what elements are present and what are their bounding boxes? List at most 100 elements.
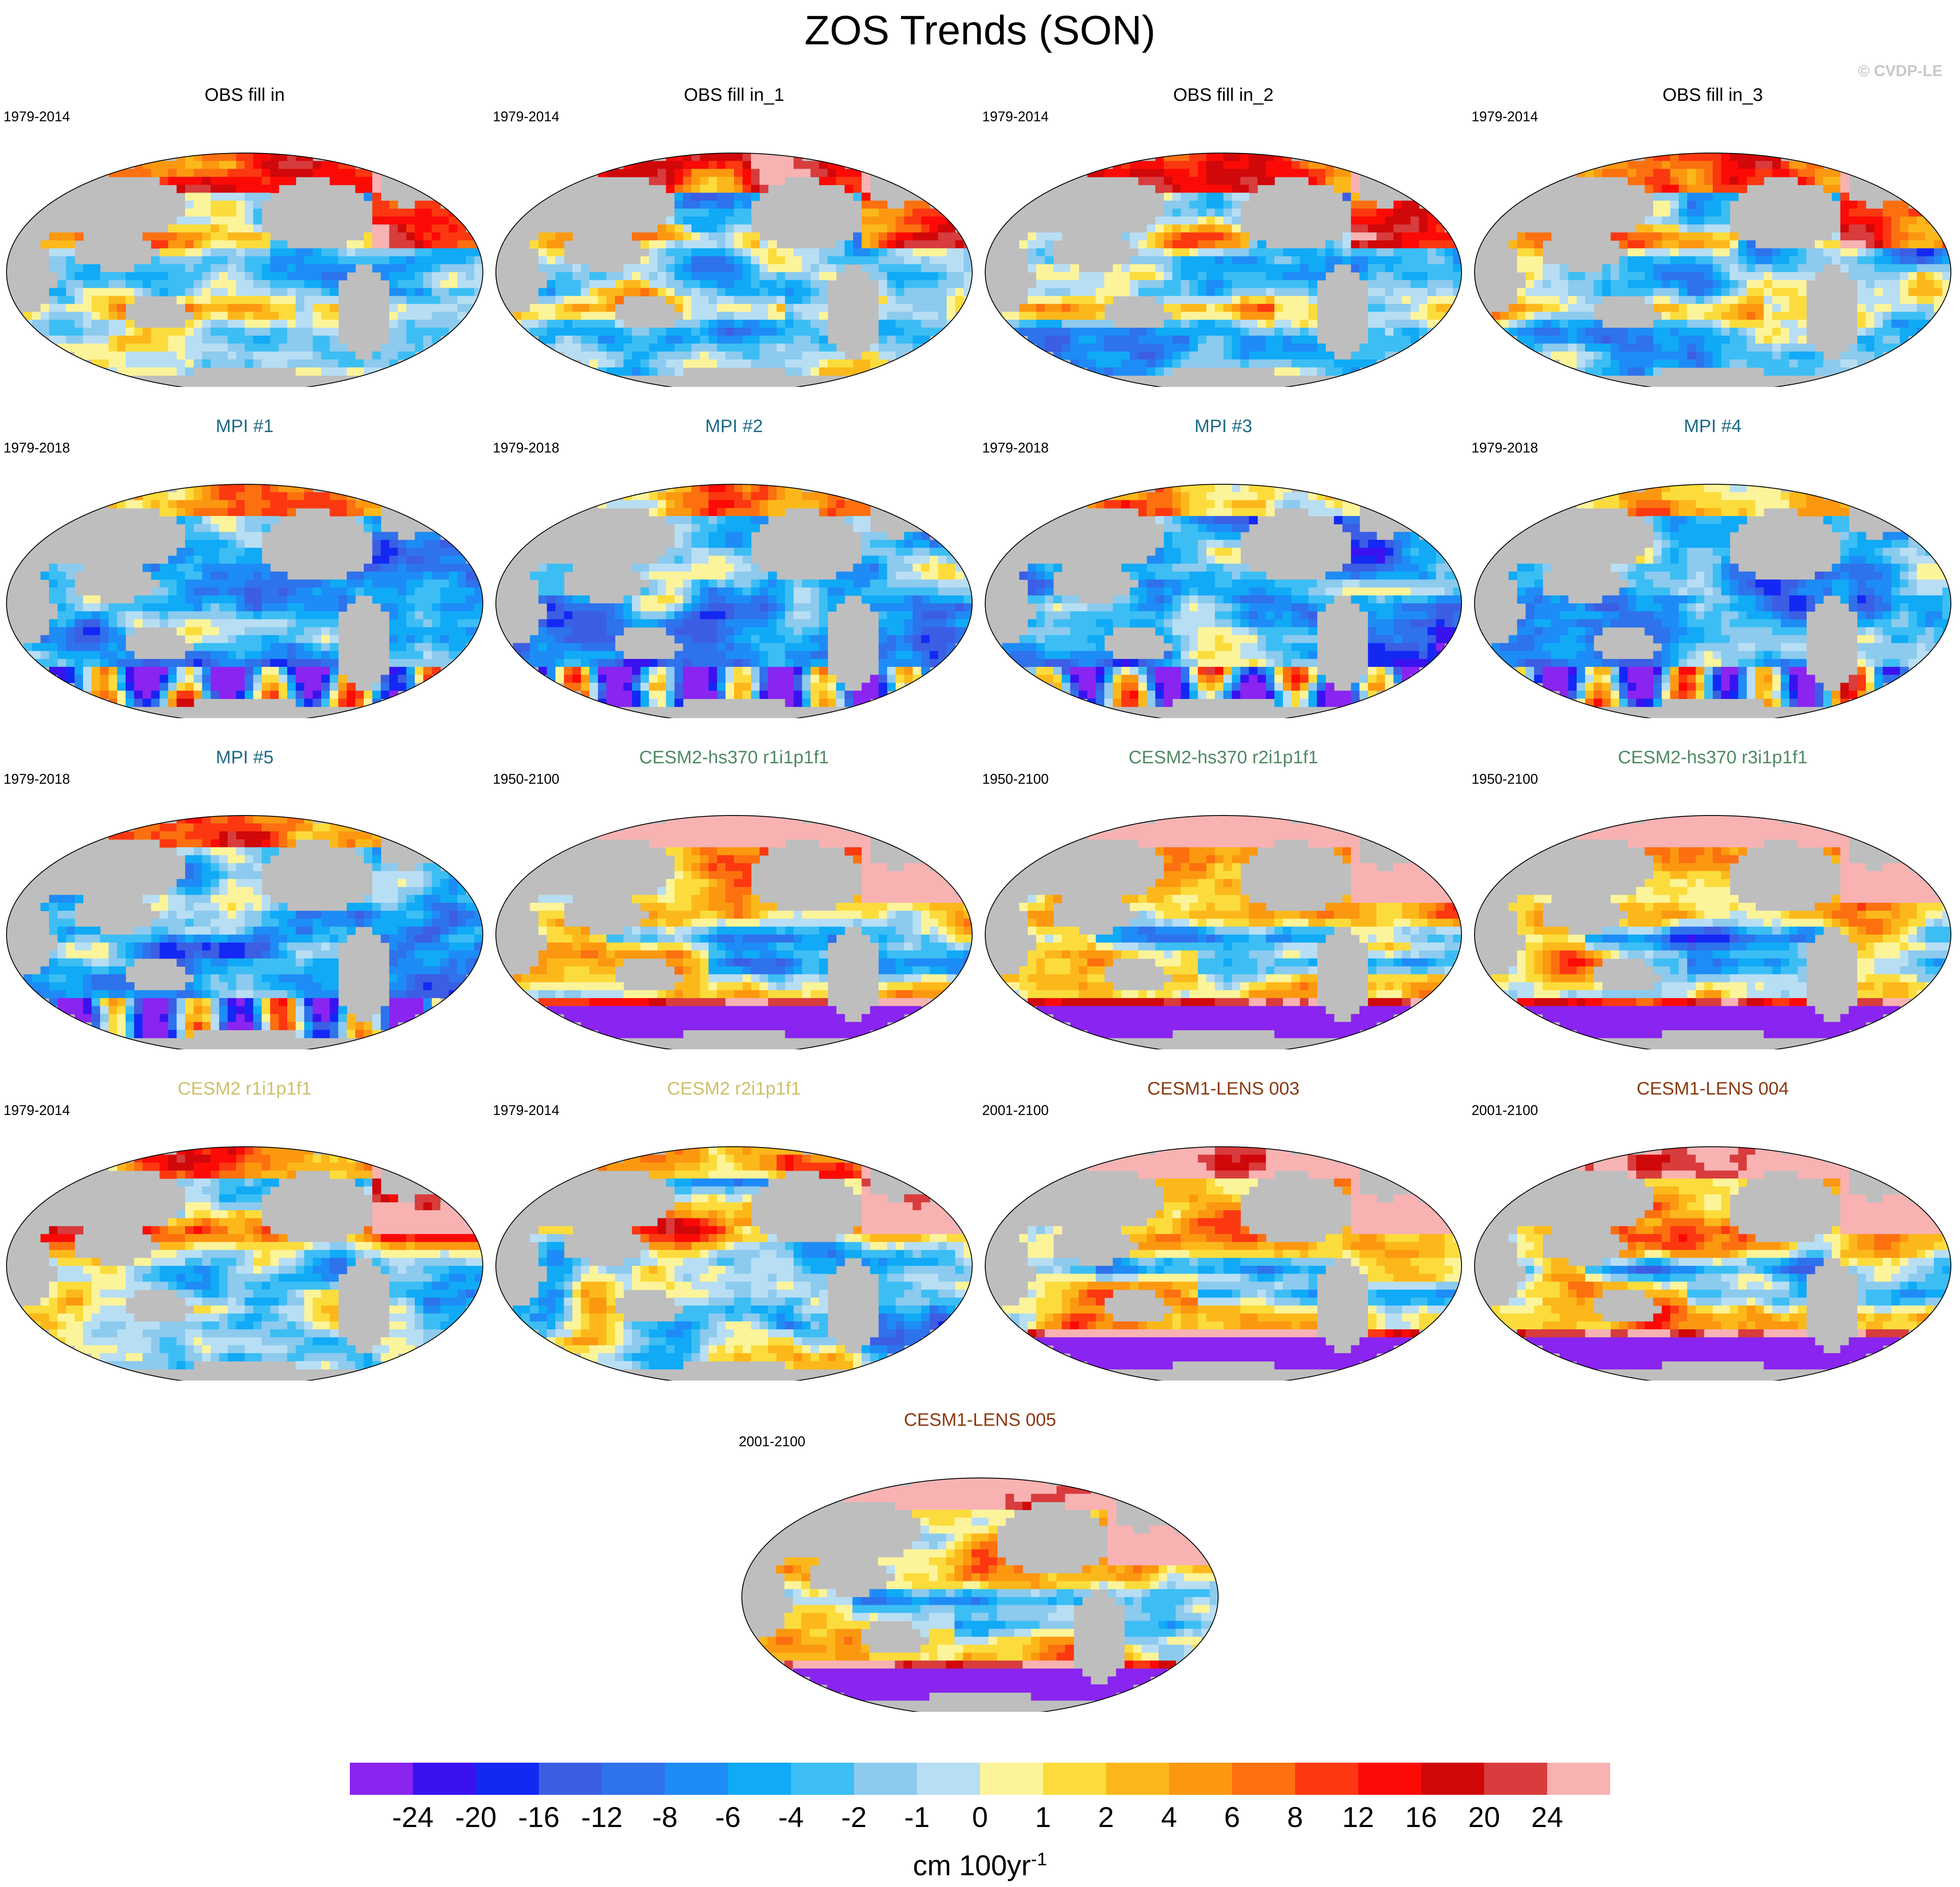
map-panel: CESM2 r2i1p1f1 1979-2014 — [489, 1076, 979, 1381]
panel-title: CESM1-LENS 003 — [1147, 1078, 1300, 1098]
colorbar-tick-label: -6 — [715, 1801, 741, 1833]
map-outline — [985, 1146, 1462, 1381]
map-outline — [985, 484, 1462, 718]
panel-period: 2001-2100 — [982, 1102, 1049, 1118]
panel-title: OBS fill in — [204, 84, 285, 105]
panel-period: 1979-2018 — [3, 771, 70, 787]
panel-period: 1950-2100 — [982, 771, 1049, 787]
map-panel: MPI #4 1979-2018 — [1468, 414, 1957, 718]
panel-period: 1979-2014 — [3, 109, 70, 124]
panel-title: MPI #5 — [216, 747, 274, 767]
map-outline — [1474, 1146, 1951, 1381]
panel-title: CESM2 r2i1p1f1 — [667, 1078, 801, 1098]
map-panel: MPI #2 1979-2018 — [489, 414, 979, 718]
colorbar-tick-label: 1 — [1035, 1801, 1051, 1833]
colorbar-tick-label: 0 — [972, 1801, 988, 1833]
trend-map — [1474, 153, 1951, 387]
colorbar-box — [1421, 1763, 1485, 1795]
map-panel: CESM1-LENS 003 2001-2100 — [979, 1076, 1468, 1381]
map-panel: OBS fill in_1 1979-2014 — [489, 83, 979, 387]
map-outline — [1474, 484, 1951, 718]
colorbar-box — [665, 1763, 728, 1795]
map-panel: CESM1-LENS 005 2001-2100 — [735, 1408, 1225, 1712]
colorbar-tick-label: 12 — [1342, 1801, 1374, 1833]
panel-period: 1950-2100 — [1472, 771, 1538, 787]
map-outline — [495, 1146, 973, 1381]
ocean-field — [7, 1147, 483, 1381]
colorbar-tick-label: -1 — [904, 1801, 930, 1833]
trend-map — [6, 153, 483, 387]
trend-map — [985, 153, 1462, 387]
panel-period: 1979-2014 — [493, 109, 560, 124]
trend-map — [6, 1146, 483, 1381]
map-panel: CESM1-LENS 004 2001-2100 — [1468, 1076, 1957, 1381]
colorbar-tick-label: 8 — [1287, 1801, 1303, 1833]
panel-period: 1979-2018 — [493, 440, 560, 456]
colorbar-box — [539, 1763, 602, 1795]
ocean-field — [7, 153, 483, 387]
map-outline — [6, 815, 483, 1049]
ocean-field — [1475, 1147, 1951, 1381]
colorbar-box — [791, 1763, 854, 1795]
colorbar-box — [1484, 1763, 1548, 1795]
colorbar-box — [917, 1763, 980, 1795]
panel-period: 2001-2100 — [1472, 1102, 1538, 1118]
colorbar-box — [854, 1763, 917, 1795]
trend-map — [6, 484, 483, 718]
colorbar-tick-label: -4 — [778, 1801, 804, 1833]
map-panel: CESM2-hs370 r2i1p1f1 1950-2100 — [979, 745, 1468, 1049]
trend-map — [6, 815, 483, 1049]
colorbar-box — [476, 1763, 539, 1795]
colorbar-tick-label: -24 — [392, 1801, 434, 1833]
panel-title: CESM1-LENS 005 — [904, 1409, 1056, 1430]
map-panel: MPI #5 1979-2018 — [0, 745, 489, 1049]
panel-title: CESM2-hs370 r3i1p1f1 — [1618, 747, 1808, 767]
map-panel: OBS fill in_2 1979-2014 — [979, 83, 1468, 387]
trend-map — [495, 1146, 973, 1381]
trend-map — [495, 484, 973, 718]
trend-map — [985, 1146, 1462, 1381]
ocean-field — [1475, 815, 1951, 1049]
ocean-field — [496, 484, 972, 718]
colorbar-tick-label: 24 — [1531, 1801, 1563, 1833]
panel-title: OBS fill in_2 — [1173, 84, 1274, 105]
colorbar-tick-label: 2 — [1098, 1801, 1114, 1833]
units-exponent: -1 — [1031, 1849, 1047, 1869]
ocean-field — [7, 484, 483, 718]
colorbar-box — [1106, 1763, 1169, 1795]
ocean-field — [496, 815, 972, 1049]
colorbar-tick-label: -2 — [841, 1801, 867, 1833]
trend-map — [985, 484, 1462, 718]
trend-map — [1474, 484, 1951, 718]
map-panel: OBS fill in 1979-2014 — [0, 83, 489, 387]
panel-title: MPI #4 — [1684, 416, 1742, 436]
colorbar-box — [1169, 1763, 1232, 1795]
colorbar-box — [1232, 1763, 1296, 1795]
map-panel: OBS fill in_3 1979-2014 — [1468, 83, 1957, 387]
ocean-field — [496, 153, 972, 387]
trend-map — [1474, 1146, 1951, 1381]
ocean-field — [7, 815, 483, 1049]
panel-title: OBS fill in_1 — [684, 84, 784, 105]
panel-period: 1979-2014 — [1472, 109, 1538, 124]
panel-title: CESM2-hs370 r1i1p1f1 — [639, 747, 829, 767]
colorbar-box — [602, 1763, 665, 1795]
trend-map — [985, 815, 1462, 1049]
map-outline — [6, 1146, 483, 1381]
panel-period: 1950-2100 — [493, 771, 560, 787]
ocean-field — [985, 1147, 1462, 1381]
map-panel: CESM2-hs370 r3i1p1f1 1950-2100 — [1468, 745, 1957, 1049]
figure-title: ZOS Trends (SON) — [804, 7, 1156, 53]
colorbar-tick-label: -12 — [581, 1801, 623, 1833]
panel-title: MPI #3 — [1194, 416, 1252, 436]
colorbar-box — [413, 1763, 476, 1795]
panel-title: OBS fill in_3 — [1662, 84, 1763, 105]
colorbar-box — [1358, 1763, 1422, 1795]
panel-period: 1979-2014 — [982, 109, 1049, 124]
units-label: cm 100yr — [913, 1849, 1031, 1881]
map-outline — [985, 153, 1462, 387]
trend-map — [741, 1478, 1219, 1712]
map-outline — [495, 153, 973, 387]
trend-map — [495, 153, 973, 387]
ocean-field — [985, 153, 1462, 387]
